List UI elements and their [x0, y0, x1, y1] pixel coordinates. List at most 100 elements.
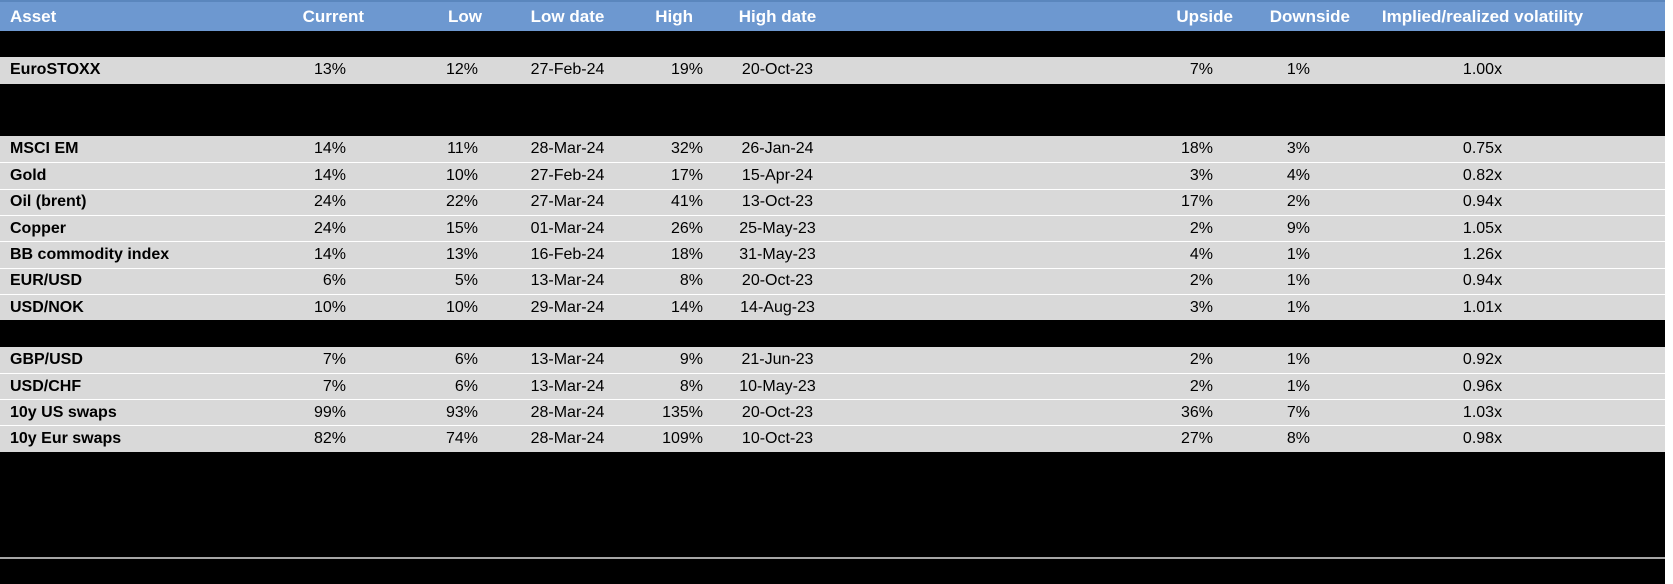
low-date-cell[interactable]: 16-Feb-24: [530, 246, 605, 264]
low-cell[interactable]: 6%: [454, 350, 478, 368]
downside-cell[interactable]: 9%: [1286, 219, 1310, 237]
low-date-cell[interactable]: 28-Mar-24: [530, 403, 605, 421]
low-cell[interactable]: 10%: [445, 167, 478, 185]
low-date-cell[interactable]: 27-Feb-24: [530, 167, 605, 185]
column-header-high-date[interactable]: High date: [738, 6, 817, 26]
high-cell[interactable]: 41%: [670, 193, 703, 211]
implied-realized-cell[interactable]: 0.82x: [1462, 167, 1503, 185]
downside-cell[interactable]: 1%: [1286, 298, 1310, 316]
low-date-cell[interactable]: 28-Mar-24: [530, 430, 605, 448]
low-date-cell[interactable]: 27-Feb-24: [530, 61, 605, 79]
upside-cell[interactable]: 7%: [1189, 61, 1213, 79]
current-cell[interactable]: 99%: [313, 403, 346, 421]
high-cell[interactable]: 19%: [670, 61, 703, 79]
implied-realized-cell[interactable]: 0.94x: [1462, 193, 1503, 211]
asset-cell[interactable]: USD/NOK: [10, 298, 84, 316]
current-cell[interactable]: 14%: [313, 167, 346, 185]
high-date-cell[interactable]: 20-Oct-23: [741, 403, 814, 421]
low-cell[interactable]: 5%: [454, 272, 478, 290]
column-header-high[interactable]: High: [655, 6, 693, 26]
current-cell[interactable]: 6%: [322, 272, 346, 290]
low-cell[interactable]: 74%: [445, 430, 478, 448]
upside-cell[interactable]: 2%: [1189, 219, 1213, 237]
low-date-cell[interactable]: 28-Mar-24: [530, 140, 605, 158]
column-header-low-date[interactable]: Low date: [530, 6, 605, 26]
high-cell[interactable]: 135%: [662, 403, 703, 421]
downside-cell[interactable]: 7%: [1286, 403, 1310, 421]
asset-cell[interactable]: Copper: [10, 219, 66, 237]
downside-cell[interactable]: 2%: [1286, 193, 1310, 211]
low-cell[interactable]: 6%: [454, 377, 478, 395]
high-cell[interactable]: 26%: [670, 219, 703, 237]
low-date-cell[interactable]: 29-Mar-24: [530, 298, 605, 316]
high-cell[interactable]: 18%: [670, 246, 703, 264]
asset-cell[interactable]: EUR/USD: [10, 272, 83, 290]
low-cell[interactable]: 93%: [445, 403, 478, 421]
current-cell[interactable]: 24%: [313, 193, 346, 211]
low-date-cell[interactable]: 13-Mar-24: [530, 272, 605, 290]
asset-cell[interactable]: Oil (brent): [10, 193, 87, 211]
current-cell[interactable]: 14%: [313, 246, 346, 264]
downside-cell[interactable]: 1%: [1286, 377, 1310, 395]
upside-cell[interactable]: 2%: [1189, 350, 1213, 368]
asset-cell[interactable]: GBP/USD: [10, 350, 83, 368]
low-cell[interactable]: 22%: [445, 193, 478, 211]
downside-cell[interactable]: 8%: [1286, 430, 1310, 448]
asset-cell[interactable]: BB commodity index: [10, 246, 170, 264]
downside-cell[interactable]: 1%: [1286, 246, 1310, 264]
implied-realized-cell[interactable]: 0.94x: [1462, 272, 1503, 290]
asset-cell[interactable]: USD/CHF: [10, 377, 82, 395]
high-date-cell[interactable]: 14-Aug-23: [740, 298, 815, 316]
current-cell[interactable]: 7%: [322, 377, 346, 395]
downside-cell[interactable]: 1%: [1286, 350, 1310, 368]
downside-cell[interactable]: 1%: [1286, 272, 1310, 290]
high-date-cell[interactable]: 21-Jun-23: [741, 350, 814, 368]
downside-cell[interactable]: 1%: [1286, 61, 1310, 79]
high-cell[interactable]: 8%: [679, 272, 703, 290]
high-date-cell[interactable]: 15-Apr-24: [741, 167, 814, 185]
upside-cell[interactable]: 18%: [1180, 140, 1213, 158]
high-date-cell[interactable]: 10-May-23: [739, 377, 816, 395]
upside-cell[interactable]: 3%: [1189, 298, 1213, 316]
implied-realized-cell[interactable]: 0.75x: [1462, 140, 1503, 158]
implied-realized-cell[interactable]: 0.96x: [1462, 377, 1503, 395]
low-date-cell[interactable]: 13-Mar-24: [530, 350, 605, 368]
upside-cell[interactable]: 2%: [1189, 272, 1213, 290]
implied-realized-cell[interactable]: 1.05x: [1462, 219, 1503, 237]
high-date-cell[interactable]: 20-Oct-23: [741, 272, 814, 290]
low-cell[interactable]: 10%: [445, 298, 478, 316]
upside-cell[interactable]: 4%: [1189, 246, 1213, 264]
downside-cell[interactable]: 3%: [1286, 140, 1310, 158]
asset-cell[interactable]: EuroSTOXX: [10, 61, 101, 79]
low-cell[interactable]: 13%: [445, 246, 478, 264]
current-cell[interactable]: 10%: [313, 298, 346, 316]
implied-realized-cell[interactable]: 1.01x: [1462, 298, 1503, 316]
asset-cell[interactable]: 10y US swaps: [10, 403, 117, 421]
high-date-cell[interactable]: 20-Oct-23: [741, 61, 814, 79]
downside-cell[interactable]: 4%: [1286, 167, 1310, 185]
column-header-downside[interactable]: Downside: [1269, 6, 1350, 26]
high-cell[interactable]: 14%: [670, 298, 703, 316]
high-cell[interactable]: 8%: [679, 377, 703, 395]
implied-realized-cell[interactable]: 1.00x: [1462, 61, 1503, 79]
upside-cell[interactable]: 3%: [1189, 167, 1213, 185]
implied-realized-cell[interactable]: 0.98x: [1462, 430, 1503, 448]
low-date-cell[interactable]: 01-Mar-24: [530, 219, 605, 237]
upside-cell[interactable]: 2%: [1189, 377, 1213, 395]
high-date-cell[interactable]: 25-May-23: [739, 219, 816, 237]
high-date-cell[interactable]: 13-Oct-23: [741, 193, 814, 211]
low-cell[interactable]: 12%: [445, 61, 478, 79]
high-cell[interactable]: 32%: [670, 140, 703, 158]
high-date-cell[interactable]: 10-Oct-23: [741, 430, 814, 448]
implied-realized-cell[interactable]: 1.03x: [1462, 403, 1503, 421]
upside-cell[interactable]: 27%: [1180, 430, 1213, 448]
current-cell[interactable]: 24%: [313, 219, 346, 237]
high-cell[interactable]: 109%: [662, 430, 703, 448]
current-cell[interactable]: 7%: [322, 350, 346, 368]
column-header-upside[interactable]: Upside: [1176, 6, 1233, 26]
column-header-low[interactable]: Low: [448, 6, 482, 26]
column-header-implied-realized-volatility[interactable]: Implied/realized volatility: [1381, 6, 1584, 26]
low-date-cell[interactable]: 13-Mar-24: [530, 377, 605, 395]
implied-realized-cell[interactable]: 1.26x: [1462, 246, 1503, 264]
low-cell[interactable]: 15%: [445, 219, 478, 237]
